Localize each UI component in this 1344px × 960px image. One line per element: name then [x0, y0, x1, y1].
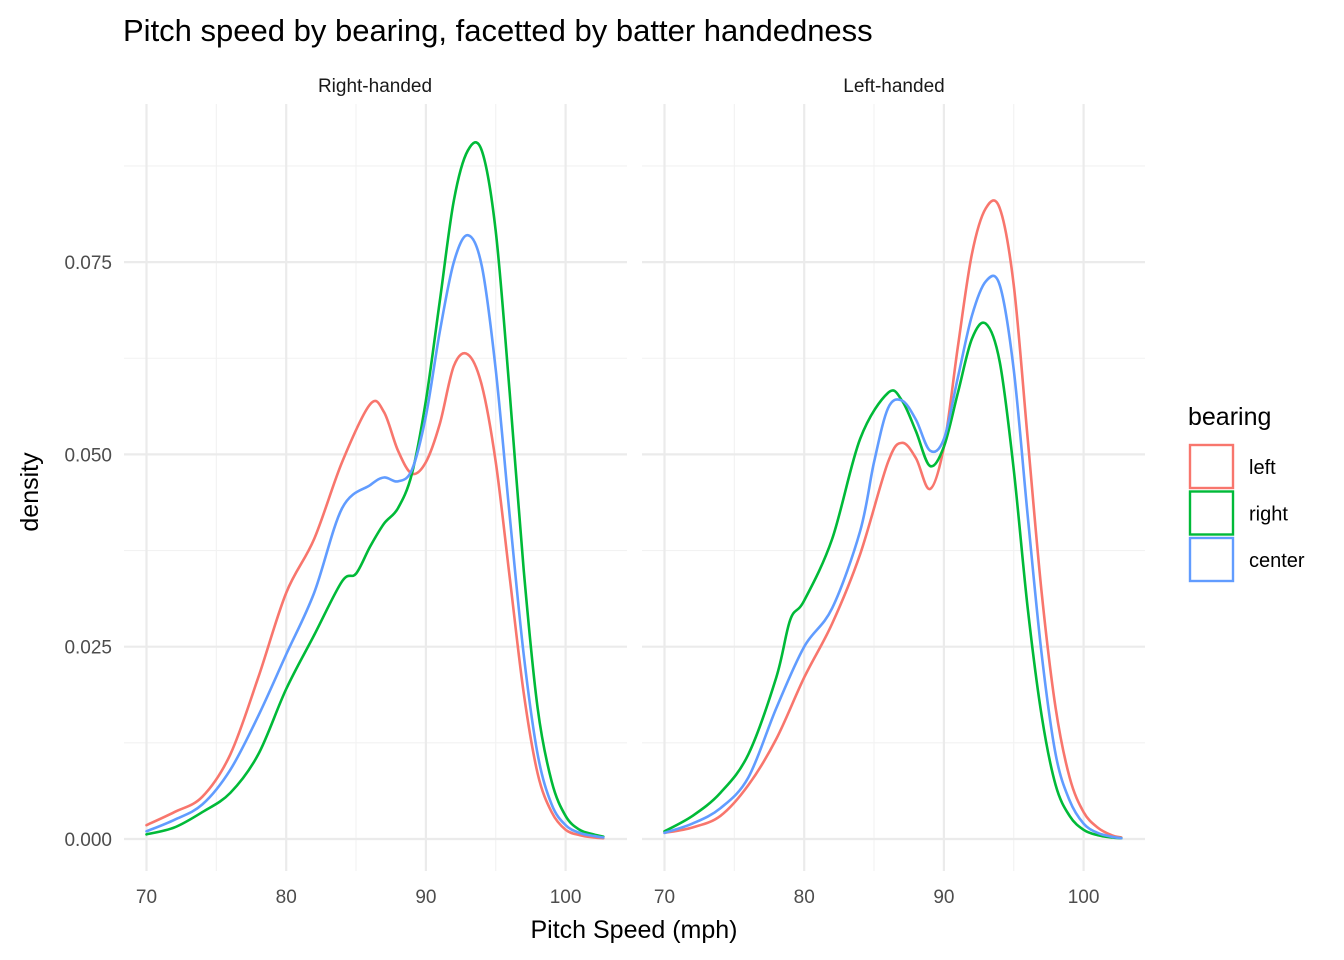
legend-label-left: left	[1249, 457, 1276, 479]
y-tick-label: 0.075	[64, 253, 112, 274]
y-axis-title: density	[16, 452, 44, 532]
density-line-left	[663, 199, 1123, 839]
x-tick-label: 100	[1068, 887, 1100, 908]
x-tick-label: 70	[654, 887, 675, 908]
facet-strip-label: Left-handed	[843, 76, 944, 97]
facet-strip-label: Right-handed	[318, 76, 432, 97]
panel-series	[145, 141, 605, 840]
density-line-center	[145, 233, 605, 839]
density-line-right	[663, 321, 1123, 840]
legend-label-right: right	[1249, 504, 1288, 526]
y-tick-label: 0.050	[64, 445, 112, 466]
legend-key-left	[1188, 443, 1235, 490]
density-line-left	[145, 351, 605, 840]
x-tick-label: 90	[415, 887, 436, 908]
y-tick-label: 0.025	[64, 638, 112, 659]
legend-key-center	[1188, 536, 1235, 583]
x-tick-label: 80	[276, 887, 297, 908]
x-tick-labels: 70 80 90 100	[136, 887, 582, 908]
panel-grid	[642, 104, 1145, 871]
density-line-center	[663, 274, 1123, 840]
x-tick-label: 100	[550, 887, 582, 908]
facet-panel-right-handed: Right-handed 70 80 90 100	[124, 76, 627, 908]
density-line-right	[145, 141, 605, 838]
legend-title: bearing	[1188, 403, 1271, 431]
legend-key-right	[1188, 490, 1235, 536]
panel-series	[663, 199, 1123, 840]
legend: bearing left right center	[1188, 403, 1305, 583]
chart-title: Pitch speed by bearing, facetted by batt…	[123, 13, 873, 48]
x-tick-label: 90	[933, 887, 954, 908]
y-tick-label: 0.000	[64, 830, 112, 851]
x-tick-label: 80	[794, 887, 815, 908]
x-tick-label: 70	[136, 887, 157, 908]
x-axis-title: Pitch Speed (mph)	[530, 916, 737, 944]
y-tick-labels: 0.000 0.025 0.050 0.075	[64, 253, 112, 851]
legend-label-center: center	[1249, 550, 1305, 572]
panel-grid	[124, 104, 627, 871]
facet-panel-left-handed: Left-handed 70 80 90 100	[642, 76, 1145, 908]
x-tick-labels: 70 80 90 100	[654, 887, 1100, 908]
